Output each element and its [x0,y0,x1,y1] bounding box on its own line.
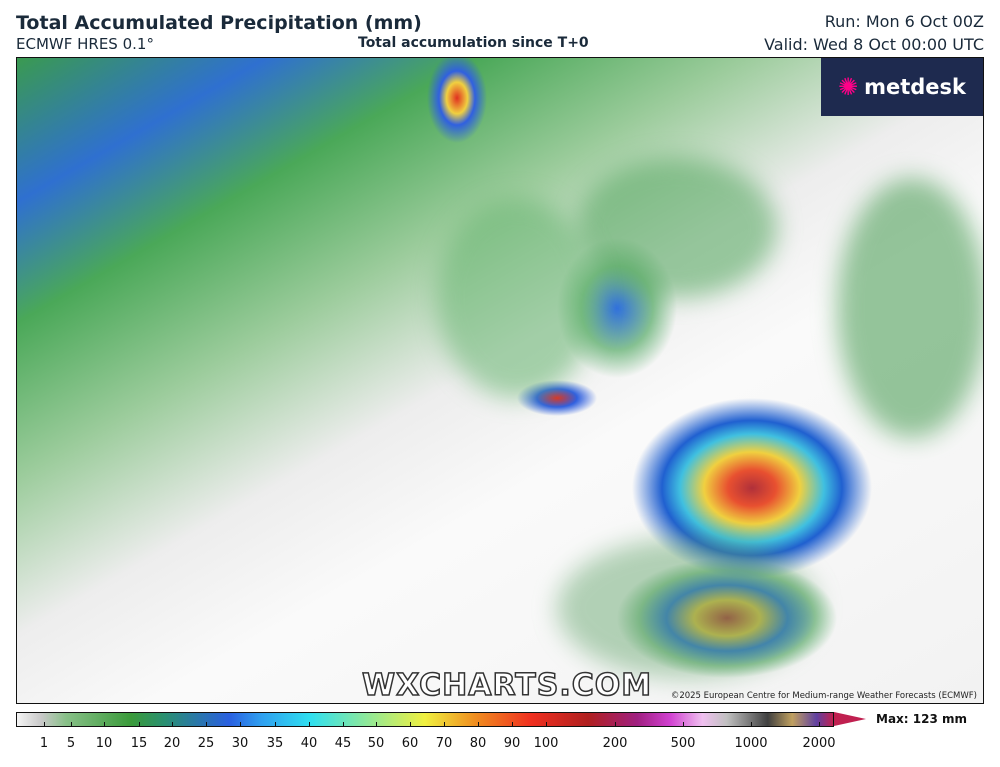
colorbar-tick-mark [819,722,820,727]
colorbar-tick-label: 5 [66,736,76,751]
colorbar-tick-mark [410,722,411,727]
colorbar-tick-mark [44,722,45,727]
subtitle: Total accumulation since T+0 [358,35,589,51]
copyright: ©2025 European Centre for Medium-range W… [670,691,977,701]
colorbar-tick-mark [343,722,344,727]
watermark: WXCHARTS.COM [361,667,653,703]
colorbar-tick-mark [751,722,752,727]
chart-title: Total Accumulated Precipitation (mm) [16,12,422,34]
colorbar-tick-mark [683,722,684,727]
colorbar-tick-mark [444,722,445,727]
colorbar [16,712,834,727]
colorbar-tick-label: 100 [533,736,559,751]
colorbar-tick-mark [478,722,479,727]
colorbar-tick-mark [139,722,140,727]
colorbar-tick-mark [309,722,310,727]
colorbar-tick-mark [104,722,105,727]
colorbar-tick-label: 30 [231,736,249,751]
valid-time: Valid: Wed 8 Oct 00:00 UTC [764,35,984,54]
colorbar-tick-label: 1 [39,736,49,751]
colorbar-tick-label: 10 [95,736,113,751]
colorbar-tick-label: 2000 [802,736,836,751]
colorbar-tick-label: 500 [670,736,696,751]
precip-area [557,538,817,678]
max-value: Max: 123 mm [876,712,967,726]
colorbar-tick-mark [240,722,241,727]
colorbar-tick-label: 15 [130,736,148,751]
metdesk-logo: ✺ metdesk [821,58,983,116]
colorbar-tick-mark [172,722,173,727]
colorbar-tick-mark [71,722,72,727]
colorbar-tick-label: 45 [334,736,352,751]
colorbar-tick-label: 1000 [734,736,768,751]
precip-area [437,198,597,398]
colorbar-tick-mark [512,722,513,727]
model-label: ECMWF HRES 0.1° [16,35,154,53]
colorbar-tick-label: 25 [197,736,215,751]
colorbar-tick-label: 50 [367,736,385,751]
colorbar-tick-mark [206,722,207,727]
precip-area [837,178,983,438]
colorbar-tick-label: 20 [163,736,181,751]
colorbar-tick-label: 200 [602,736,628,751]
colorbar-tick-mark [615,722,616,727]
colorbar-tick-label: 90 [503,736,521,751]
precip-area [577,158,777,298]
colorbar-tick-label: 70 [435,736,453,751]
flower-icon: ✺ [837,73,859,101]
colorbar-tick-mark [376,722,377,727]
colorbar-tick-label: 35 [266,736,284,751]
precipitation-map[interactable]: ✺ metdesk WXCHARTS.COM ©2025 European Cen… [16,57,984,704]
run-time: Run: Mon 6 Oct 00Z [824,12,984,31]
colorbar-tick-label: 80 [469,736,487,751]
colorbar-tick-label: 40 [300,736,318,751]
colorbar-tick-mark [275,722,276,727]
colorbar-tick-label: 60 [401,736,419,751]
logo-text: metdesk [864,75,966,99]
colorbar-tick-mark [546,722,547,727]
colorbar-extend-arrow [834,712,866,726]
